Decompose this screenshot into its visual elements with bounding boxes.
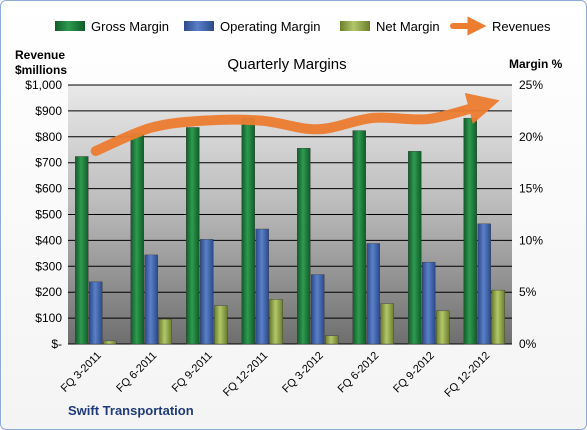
legend-item-gross-margin: Gross Margin <box>55 19 169 34</box>
left-tick-label: $200 <box>35 285 62 299</box>
company-label: Swift Transportation <box>68 403 194 418</box>
bar-operating-margin <box>366 243 380 345</box>
right-tick-label: 5% <box>519 285 537 299</box>
bar-gross-margin <box>352 130 366 345</box>
bar-operating-margin <box>200 239 214 345</box>
bar-operating-margin <box>144 254 158 345</box>
category-label: FQ 6-2011 <box>114 350 159 395</box>
legend-label-operating-margin: Operating Margin <box>220 19 320 34</box>
right-tick-label: 0% <box>519 337 537 351</box>
left-tick-label: $500 <box>35 208 62 222</box>
bar-net-margin <box>436 310 450 345</box>
legend-swatch-operating-margin <box>184 21 214 31</box>
left-axis-ticks: $- $100 $200 $300 $400 $500 $600 $700 $800 $900 $1… <box>25 78 62 351</box>
category-label: FQ 12-2012 <box>442 350 492 400</box>
revenues-line <box>90 92 500 157</box>
category-label: FQ 9-2012 <box>391 350 437 396</box>
legend-item-operating-margin: Operating Margin <box>184 19 320 34</box>
left-tick-label: $600 <box>35 182 62 196</box>
x-axis-labels: FQ 3-2011 FQ 6-2011 FQ 9-2011 FQ 12-2011 FQ … <box>59 350 493 400</box>
legend: Gross Margin Operating Margin Net Margin… <box>55 16 551 36</box>
bar-operating-margin <box>311 274 325 345</box>
bar-gross-margin <box>75 156 89 345</box>
bar-gross-margin <box>186 127 200 345</box>
legend-item-revenues: Revenues <box>450 16 551 36</box>
left-tick-label: $1,000 <box>25 78 62 92</box>
bar-net-margin <box>325 335 339 345</box>
bar-gross-margin <box>463 117 477 345</box>
bar-net-margin <box>380 303 394 345</box>
bar-gross-margin <box>241 117 255 345</box>
bar-gross-margin <box>297 147 311 345</box>
left-tick-label: $400 <box>35 233 62 247</box>
bar-operating-margin <box>89 281 103 345</box>
category-label: FQ 9-2011 <box>170 350 215 395</box>
category-label: FQ 3-2011 <box>59 350 104 395</box>
bar-gross-margin <box>130 133 144 345</box>
category-label: FQ 3-2012 <box>280 350 326 396</box>
bar-operating-margin <box>477 223 491 345</box>
left-tick-label: $100 <box>35 311 62 325</box>
revenue-line-layer <box>90 92 500 157</box>
bar-operating-margin <box>255 228 269 345</box>
left-tick-label: $- <box>51 337 62 351</box>
bar-net-margin <box>214 305 228 345</box>
bar-net-margin <box>103 340 117 345</box>
left-axis-title-line2: $millions <box>15 63 67 77</box>
bar-gross-margin <box>408 151 422 345</box>
chart-title: Quarterly Margins <box>227 56 346 73</box>
category-label: FQ 6-2012 <box>336 350 382 396</box>
legend-item-net-margin: Net Margin <box>340 19 440 34</box>
left-tick-label: $800 <box>35 130 62 144</box>
category-label: FQ 12-2011 <box>221 350 270 399</box>
left-axis-title-line1: Revenue <box>15 48 65 62</box>
left-tick-label: $700 <box>35 156 62 170</box>
left-tick-label: $900 <box>35 104 62 118</box>
right-axis-ticks: 0% 5% 10% 15% 20% 25% <box>519 78 543 351</box>
bar-series <box>75 117 505 345</box>
bar-net-margin <box>269 299 283 345</box>
left-tick-label: $300 <box>35 259 62 273</box>
legend-swatch-gross-margin <box>55 21 85 31</box>
right-axis-title: Margin % <box>509 57 563 71</box>
legend-label-net-margin: Net Margin <box>376 19 440 34</box>
right-tick-label: 10% <box>519 233 543 247</box>
bar-net-margin <box>158 318 172 345</box>
right-tick-label: 15% <box>519 182 543 196</box>
legend-swatch-net-margin <box>340 21 370 31</box>
bar-net-margin <box>491 289 505 345</box>
legend-label-gross-margin: Gross Margin <box>91 19 169 34</box>
right-tick-label: 20% <box>519 130 543 144</box>
legend-label-revenues: Revenues <box>492 19 551 34</box>
right-tick-label: 25% <box>519 78 543 92</box>
bar-operating-margin <box>422 261 436 345</box>
